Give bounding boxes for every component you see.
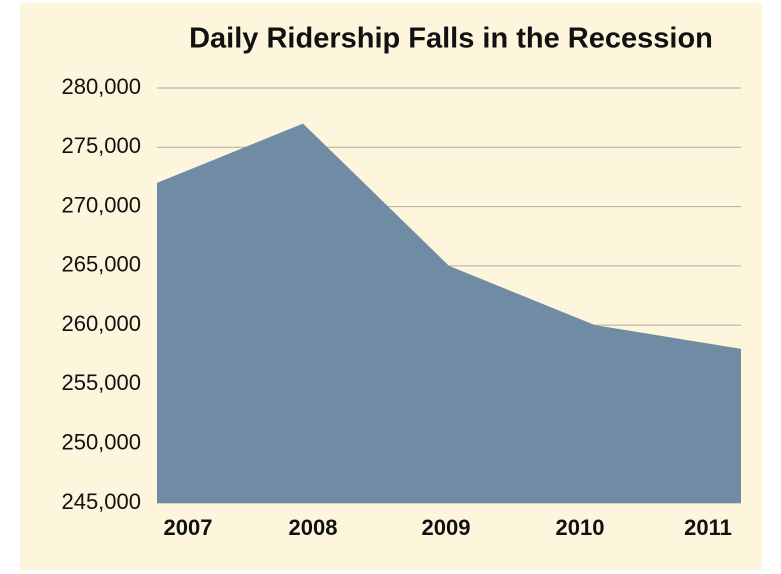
y-tick-label: 250,000 bbox=[61, 430, 141, 455]
y-tick-label: 255,000 bbox=[61, 370, 141, 395]
x-tick-label: 2009 bbox=[422, 515, 471, 540]
y-tick-label: 265,000 bbox=[61, 252, 141, 277]
x-tick-label: 2010 bbox=[556, 515, 605, 540]
y-tick-label: 245,000 bbox=[61, 489, 141, 514]
chart-title: Daily Ridership Falls in the Recession bbox=[189, 23, 713, 55]
x-tick-label: 2007 bbox=[164, 515, 213, 540]
area bbox=[157, 123, 741, 504]
y-tick-label: 275,000 bbox=[61, 133, 141, 158]
x-tick-label: 2011 bbox=[684, 515, 732, 540]
y-tick-label: 280,000 bbox=[61, 74, 141, 99]
x-tick-label: 2008 bbox=[289, 515, 338, 540]
y-tick-label: 270,000 bbox=[61, 192, 141, 217]
y-tick-label: 260,000 bbox=[61, 311, 141, 336]
